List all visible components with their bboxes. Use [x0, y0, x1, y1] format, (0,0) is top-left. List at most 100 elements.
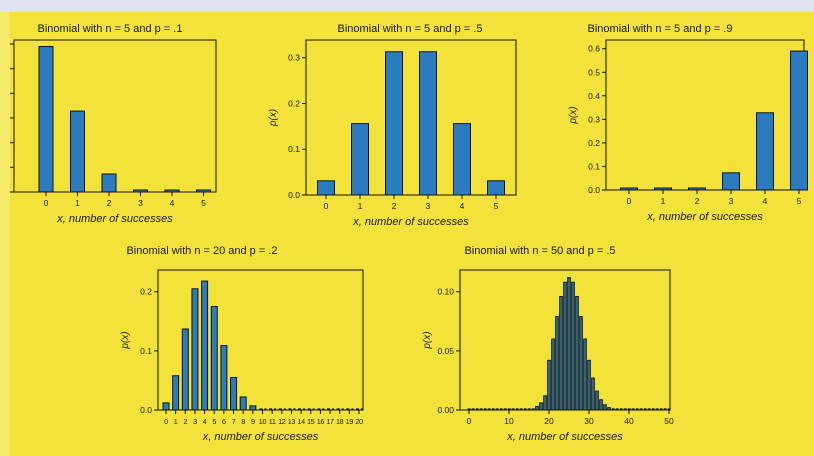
chart-title: Binomial with n = 5 and p = .5	[338, 23, 483, 35]
x-axis-label: x, number of successes	[506, 431, 623, 443]
bar	[249, 405, 257, 411]
y-tick-label: 0.1	[588, 161, 600, 171]
x-tick-label: 10	[259, 417, 267, 426]
top-strip	[0, 0, 814, 12]
bar	[567, 277, 571, 411]
y-tick-label: 0.2	[288, 98, 300, 108]
bar	[70, 110, 85, 193]
chart-svg: Binomial with n = 5 and p = .5 0.0 0.1 0.2 0…	[268, 23, 517, 228]
x-tick-label: 2	[695, 196, 700, 206]
x-tick-label: 2	[183, 417, 187, 426]
x-tick-label: 5	[494, 201, 499, 211]
bar	[688, 187, 706, 191]
left-strip	[0, 12, 10, 456]
x-tick-label: 20	[355, 417, 363, 426]
bar	[101, 173, 117, 193]
y-tick-label: 0.5	[588, 67, 600, 77]
chart-svg: Binomial with n = 20 and p = .2 0.0 0.1 0.2…	[120, 245, 364, 443]
y-axis-label: p(x)	[268, 109, 279, 127]
chart-binomial-n50-p05: Binomial with n = 50 and p = .5 0.00 0.05 0…	[400, 236, 700, 456]
x-tick-label: 1	[75, 198, 80, 208]
bar	[38, 45, 54, 193]
bar	[239, 396, 247, 411]
chart-binomial-n5-p09: Binomial with n = 5 and p = .9 0.0 0.1 0.2 0…	[560, 14, 814, 234]
x-tick-label: 10	[504, 416, 514, 426]
chart-binomial-n20-p02: Binomial with n = 20 and p = .2 0.0 0.1 0.2…	[90, 236, 390, 456]
x-tick-label: 16	[317, 417, 325, 426]
plot-frame	[305, 39, 517, 196]
y-tick-label: 0.05	[437, 346, 454, 356]
bar	[722, 172, 740, 191]
bar	[351, 123, 369, 196]
bar	[551, 338, 555, 411]
x-tick-label: 15	[307, 417, 315, 426]
x-tick-label: 8	[241, 417, 245, 426]
bar	[555, 316, 559, 411]
bar	[563, 281, 567, 411]
bar	[607, 407, 611, 411]
bar	[181, 328, 189, 411]
bar	[220, 345, 228, 411]
y-axis-label: p(x)	[568, 106, 579, 124]
x-tick-label: 19	[346, 417, 354, 426]
x-tick-label: 5	[201, 198, 206, 208]
plot-frame	[157, 269, 364, 411]
x-tick-label: 12	[278, 417, 286, 426]
bar	[172, 375, 180, 411]
bar	[547, 359, 551, 411]
y-tick-label: 0.1	[288, 144, 300, 154]
x-tick-label: 5	[797, 196, 802, 206]
y-tick-label: 0.4	[588, 91, 600, 101]
y-tick-label: 0.3	[588, 114, 600, 124]
bar	[599, 399, 603, 411]
x-tick-label: 50	[664, 416, 674, 426]
x-tick-label: 3	[729, 196, 734, 206]
y-tick-label: 0.1	[140, 346, 152, 356]
bar	[587, 359, 591, 411]
bar	[595, 390, 599, 411]
plot-frame	[605, 39, 805, 191]
bar	[162, 402, 170, 411]
x-tick-label: 40	[624, 416, 634, 426]
x-tick-label: 2	[107, 198, 112, 208]
x-tick-label: 20	[544, 416, 554, 426]
bar	[535, 405, 539, 411]
bar	[385, 51, 403, 196]
bar	[790, 50, 808, 191]
bar	[196, 189, 211, 193]
y-axis-label: p(x)	[422, 331, 433, 349]
x-tick-label: 5	[212, 417, 216, 426]
y-tick-label: 0.0	[288, 190, 300, 200]
x-tick-label: 1	[174, 417, 178, 426]
bar	[654, 187, 672, 191]
bar	[543, 395, 547, 411]
bar	[575, 295, 579, 411]
bar	[591, 377, 595, 411]
x-tick-label: 0	[164, 417, 168, 426]
x-tick-label: 30	[584, 416, 594, 426]
bar	[453, 123, 471, 196]
bar	[756, 112, 774, 191]
y-tick-label: 0.0	[140, 405, 152, 415]
bar	[620, 187, 638, 191]
x-tick-label: 0	[627, 196, 632, 206]
x-axis-label: x, number of successes	[352, 216, 469, 228]
x-tick-label: 6	[222, 417, 226, 426]
bar	[579, 316, 583, 411]
chart-binomial-n5-p05: Binomial with n = 5 and p = .5 0.0 0.1 0.2 0…	[258, 14, 538, 234]
x-tick-label: 9	[251, 417, 255, 426]
bar	[419, 51, 437, 196]
y-tick-label: 0.10	[437, 287, 454, 297]
bar	[487, 180, 505, 196]
y-axis-label: p(x)	[120, 331, 131, 349]
bar	[583, 338, 587, 411]
bar	[230, 376, 238, 411]
x-tick-label: 2	[392, 201, 397, 211]
x-tick-label: 4	[763, 196, 768, 206]
bar	[539, 402, 543, 411]
y-tick-label: 0.0	[588, 185, 600, 195]
x-tick-label: 0	[324, 201, 329, 211]
chart-binomial-n5-p01: Binomial with n = 5 and p = .1 0 1 2 3 4 5 x, n…	[0, 14, 260, 234]
x-tick-label: 18	[336, 417, 344, 426]
x-tick-label: 0	[467, 416, 472, 426]
